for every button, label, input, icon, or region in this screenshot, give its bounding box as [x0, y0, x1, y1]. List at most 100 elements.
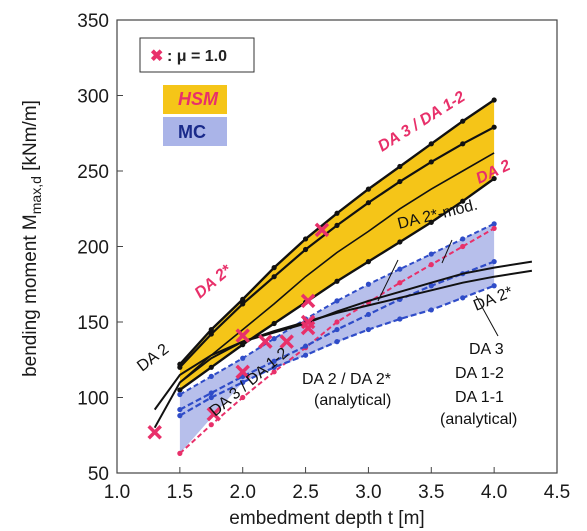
series-point-2-1 — [177, 364, 183, 370]
series-point-2-8 — [397, 178, 403, 185]
y-tick-label: 100 — [77, 389, 109, 410]
series-point-2-11 — [491, 124, 497, 130]
legend-marker-icon: ✖ — [150, 48, 163, 65]
marker-x-3 — [235, 364, 250, 380]
legend: ✖ : μ = 1.0 HSM MC — [139, 37, 255, 146]
marker-x-stroke — [300, 293, 316, 309]
series-line-9 — [153, 260, 533, 411]
label-analytical2-line4: (analytical) — [440, 411, 517, 428]
series-point-7-2 — [208, 390, 214, 396]
marker-x-8 — [300, 314, 316, 330]
series-point-5-2 — [208, 373, 214, 379]
series-point-3-4 — [271, 320, 277, 327]
legend-hsm-label: HSM — [178, 89, 219, 109]
series-point-3-8 — [397, 239, 403, 245]
series-point-1-9 — [428, 141, 434, 147]
x-tick-label: 3.5 — [418, 482, 444, 503]
series-point-7-6 — [334, 326, 340, 333]
marker-x-stroke — [314, 222, 330, 238]
series-point-6-11 — [491, 225, 497, 231]
series-point-8-11 — [491, 283, 497, 289]
marker-x-stroke — [206, 406, 222, 422]
series-point-1-8 — [397, 163, 403, 170]
marker-x-2 — [206, 406, 222, 422]
legend-marker-label: : μ = 1.0 — [167, 48, 227, 65]
series-point-1-7 — [365, 186, 372, 192]
series-point-2-3 — [240, 301, 246, 307]
series-point-8-1 — [177, 413, 183, 419]
marker-x-stroke — [147, 424, 162, 440]
x-axis-label: embedment depth t [m] — [229, 508, 424, 529]
series-point-1-11 — [491, 97, 497, 103]
series-point-3-9 — [428, 219, 434, 225]
series-point-6-4 — [271, 369, 277, 375]
marker-layer — [147, 222, 330, 440]
legend-mc-label: MC — [178, 122, 206, 142]
series-line-10 — [153, 269, 533, 429]
label-analytical1-line2: (analytical) — [314, 392, 391, 409]
x-tick-label: 3.0 — [355, 482, 381, 503]
label-da2star-hsm: DA 2* — [192, 261, 236, 302]
x-tick-label: 2.5 — [292, 482, 318, 503]
series-point-2-6 — [334, 222, 340, 228]
marker-x-6 — [279, 334, 294, 349]
series-point-6-8 — [397, 280, 403, 286]
series-point-3-11 — [491, 175, 497, 182]
marker-x-stroke — [258, 334, 273, 349]
band-hsm — [179, 100, 495, 390]
y-tick-label: 300 — [77, 87, 109, 108]
label-analytical1-line1: DA 2 / DA 2* — [302, 371, 391, 388]
series-point-7-5 — [302, 343, 309, 349]
series-point-2-2 — [208, 331, 214, 337]
series-point-8-5 — [302, 352, 309, 358]
series-point-8-3 — [240, 379, 246, 385]
series-point-6-10 — [460, 243, 466, 250]
y-tick-label: 50 — [88, 464, 109, 485]
series-line-5 — [179, 222, 495, 396]
series-point-3-1 — [177, 387, 183, 393]
series-point-7-9 — [428, 283, 434, 289]
series-point-2-9 — [428, 159, 434, 165]
y-tick-label: 200 — [77, 238, 109, 259]
leader-da2star-mod — [441, 239, 453, 264]
label-da2-left: DA 2 — [134, 341, 172, 376]
band-mc — [179, 223, 495, 454]
series-point-8-7 — [365, 326, 372, 333]
series-point-7-4 — [271, 358, 277, 364]
series-point-5-1 — [177, 391, 183, 398]
marker-x-stroke — [235, 328, 250, 343]
series-point-2-7 — [365, 200, 372, 206]
series-point-8-6 — [334, 339, 340, 345]
label-analytical2-line3: DA 1-1 — [455, 389, 504, 406]
series-point-2-5 — [302, 246, 309, 253]
series-point-1-4 — [271, 265, 277, 271]
series-point-3-7 — [365, 259, 372, 265]
y-tick-label: 150 — [77, 313, 109, 334]
axes-layer: 1.0 1.5 2.0 2.5 3.0 3.5 4.0 4.5 50 100 150 200 250 30… — [20, 11, 570, 529]
series-point-8-10 — [460, 295, 466, 301]
series-point-3-2 — [208, 364, 214, 370]
series-point-6-3 — [240, 394, 246, 401]
marker-x-stroke — [235, 364, 250, 380]
leader-analytical1 — [377, 259, 399, 302]
series-point-6-6 — [334, 319, 340, 325]
marker-x-5 — [258, 334, 273, 349]
series-line-4 — [179, 152, 495, 384]
series-point-2-10 — [460, 141, 466, 147]
x-tick-label: 4.0 — [481, 482, 507, 503]
series-point-2-4 — [271, 274, 277, 280]
series-point-3-6 — [334, 278, 340, 284]
series-point-6-2 — [208, 422, 214, 428]
y-axis-label: bending moment Mmax,d [kNm/m] — [20, 100, 44, 377]
series-point-7-11 — [491, 259, 497, 265]
series-point-1-3 — [240, 296, 246, 302]
series-point-8-4 — [271, 364, 277, 370]
series-point-8-9 — [428, 307, 434, 313]
series-point-3-10 — [460, 198, 466, 204]
series-point-5-9 — [428, 251, 434, 257]
series-point-1-6 — [334, 210, 340, 216]
marker-x-9 — [300, 293, 316, 309]
x-tick-label: 1.0 — [104, 482, 130, 503]
marker-x-10 — [314, 222, 330, 238]
marker-x-stroke — [279, 334, 294, 349]
